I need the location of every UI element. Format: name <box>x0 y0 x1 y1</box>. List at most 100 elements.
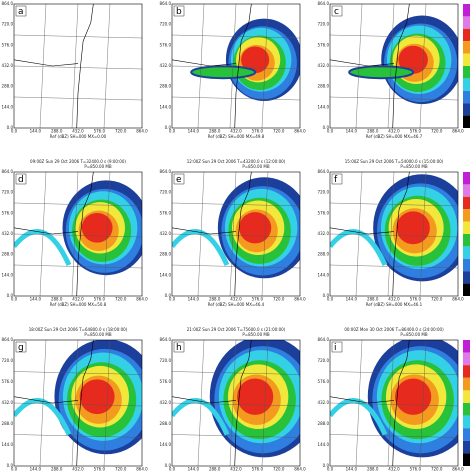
y-tick-label: 720.0 <box>2 22 14 27</box>
letter-box <box>173 173 185 185</box>
colorbar-swatch <box>463 221 470 234</box>
y-tick-label: 432.0 <box>318 63 330 68</box>
panel-footer: Ref (dBZ) SH=000 MX=50.8 <box>50 302 107 307</box>
panel-header: 09:00Z Sun 29 Oct 2006 T=32400.0 s (9:00… <box>30 159 126 164</box>
y-tick-label: 576.0 <box>2 210 14 215</box>
y-tick-label: 0.0 <box>323 125 330 130</box>
plot-area <box>330 340 458 466</box>
x-tick-label: 432.0 <box>388 129 400 134</box>
panel-letter: c <box>334 7 339 17</box>
y-tick-label: 0.0 <box>165 293 172 298</box>
colorbar-swatch <box>463 4 470 17</box>
panel-header: 18:00Z Sun 29 Oct 2006 T=64800.0 s (18:0… <box>29 327 128 332</box>
x-tick-label: 288.0 <box>367 297 379 302</box>
y-tick-label: 432.0 <box>2 63 14 68</box>
map-grid <box>330 65 458 70</box>
map-grid <box>419 172 427 296</box>
x-tick-label: 144.0 <box>188 129 200 134</box>
colorbar-swatch <box>463 28 470 42</box>
x-tick-label: 432.0 <box>72 129 84 134</box>
panel-level: P=850.00 MB <box>242 332 269 337</box>
panel-level: P=850.00 MB <box>400 332 427 337</box>
reflectivity-contour <box>396 211 430 245</box>
x-tick-label: 576.0 <box>252 297 264 302</box>
x-tick-label: 720.0 <box>273 297 285 302</box>
x-tick-label: 288.0 <box>209 297 221 302</box>
map-grid <box>229 340 237 466</box>
x-tick-label: 0.0 <box>11 467 18 472</box>
y-tick-label: 576.0 <box>2 379 14 384</box>
panel: h 0.0 144.0 288.0 432.0 576.0 720.0 864.0 0.0 144… <box>160 327 307 472</box>
x-tick-label: 720.0 <box>273 129 285 134</box>
coastline <box>14 4 94 128</box>
x-tick-label: 576.0 <box>94 467 106 472</box>
coastline <box>330 4 410 128</box>
map-grid <box>197 172 205 296</box>
x-tick-label: 432.0 <box>72 297 84 302</box>
map-grid <box>419 4 427 128</box>
x-tick-label: 0.0 <box>169 297 176 302</box>
map-grid <box>197 340 205 466</box>
x-tick-label: 144.0 <box>188 297 200 302</box>
x-tick-label: 576.0 <box>410 297 422 302</box>
y-tick-label: 432.0 <box>2 231 14 236</box>
letter-box <box>15 341 27 353</box>
colorbar-swatch <box>463 209 470 222</box>
map-grid <box>419 340 427 466</box>
y-tick-label: 864.0 <box>318 169 330 174</box>
y-tick-label: 0.0 <box>7 293 14 298</box>
map-grid <box>39 340 47 466</box>
y-tick-label: 144.0 <box>318 272 330 277</box>
reflectivity-contour <box>237 378 274 415</box>
reflectivity-band <box>348 65 415 80</box>
map-grid <box>172 65 300 70</box>
y-tick-label: 864.0 <box>2 169 14 174</box>
panel: g 0.0 144.0 288.0 432.0 576.0 720.0 864.0 0.0 144… <box>2 327 149 472</box>
y-tick-label: 720.0 <box>160 22 172 27</box>
map-grid <box>14 233 142 238</box>
plot-frame <box>13 171 143 297</box>
x-tick-label: 576.0 <box>410 129 422 134</box>
y-tick-label: 0.0 <box>165 125 172 130</box>
y-tick-label: 144.0 <box>2 272 14 277</box>
plot-area <box>172 4 300 128</box>
map-grid <box>261 4 269 128</box>
y-tick-label: 288.0 <box>2 252 14 257</box>
colorbar-swatch <box>463 271 470 284</box>
y-tick-label: 0.0 <box>323 463 330 468</box>
plot-frame <box>329 339 459 467</box>
y-tick-label: 0.0 <box>7 463 14 468</box>
map-grid <box>330 402 458 407</box>
colorbar-swatch <box>463 415 470 429</box>
x-tick-label: 432.0 <box>72 467 84 472</box>
letter-box <box>173 5 185 17</box>
panel: a 0.0 144.0 288.0 432.0 576.0 720.0 864.0 0.0 144… <box>2 1 149 139</box>
x-tick-label: 288.0 <box>51 467 63 472</box>
map-grid <box>172 202 300 207</box>
letter-box <box>331 341 343 353</box>
y-tick-label: 288.0 <box>160 252 172 257</box>
plot-area <box>14 340 142 466</box>
x-tick-label: 720.0 <box>431 297 443 302</box>
x-tick-label: 432.0 <box>388 467 400 472</box>
map-grid <box>172 371 300 375</box>
map-grid <box>39 172 47 296</box>
x-tick-label: 0.0 <box>327 129 334 134</box>
colorbar-swatch <box>463 41 470 54</box>
map-grid <box>261 340 269 466</box>
plot-area <box>14 172 142 296</box>
colorbar-swatch <box>463 283 470 296</box>
plot-area <box>172 172 300 296</box>
x-tick-label: 864.0 <box>294 297 306 302</box>
x-tick-label: 864.0 <box>136 129 148 134</box>
colorbar-swatch <box>463 246 470 259</box>
x-tick-label: 144.0 <box>188 467 200 472</box>
y-tick-label: 720.0 <box>2 190 14 195</box>
plot-area <box>172 340 300 466</box>
y-tick-label: 288.0 <box>318 252 330 257</box>
colorbar-swatch <box>463 184 470 197</box>
x-tick-label: 864.0 <box>136 467 148 472</box>
panel-header: 15:00Z Sun 29 Oct 2006 T=54000.0 s (15:0… <box>345 159 444 164</box>
x-tick-label: 144.0 <box>30 467 42 472</box>
